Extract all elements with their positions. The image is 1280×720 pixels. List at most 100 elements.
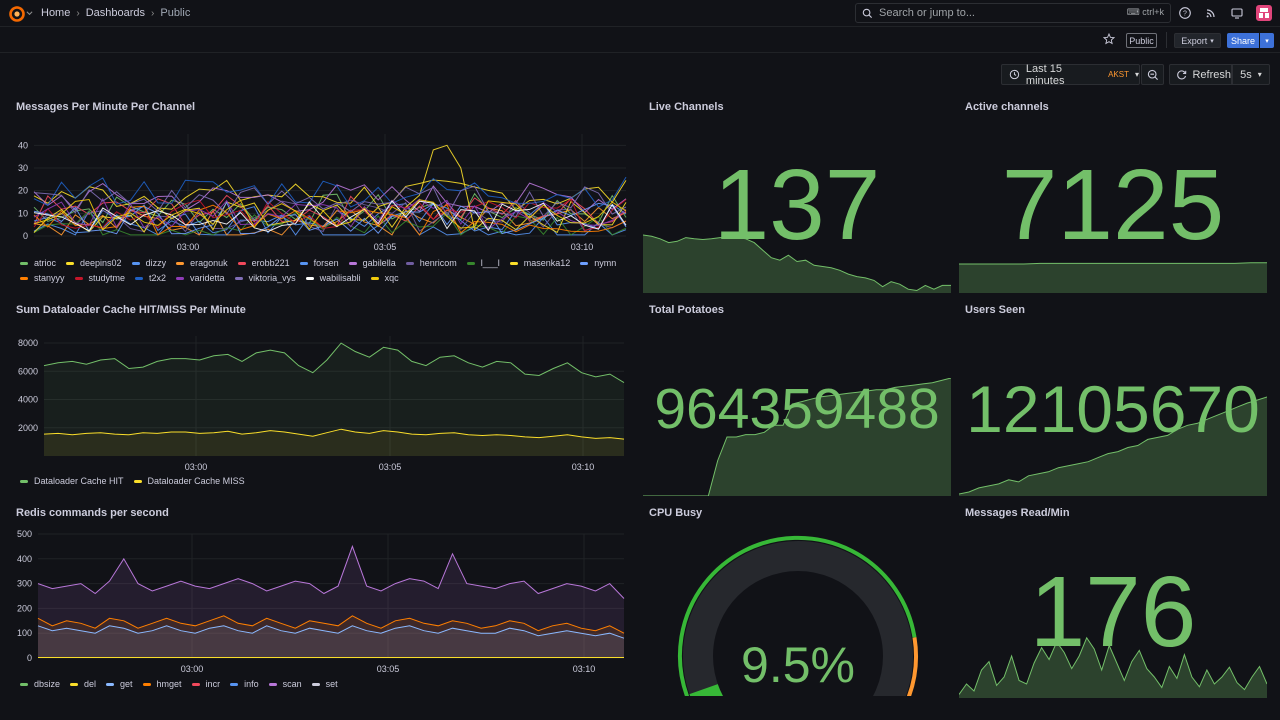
refresh-interval-picker[interactable]: 5s ▾ [1232, 64, 1270, 85]
legend-item[interactable]: set [311, 679, 338, 689]
y-tick-label: 20 [18, 186, 28, 196]
panel-title-live-channels[interactable]: Live Channels [649, 101, 724, 113]
legend-label: henricom [419, 258, 457, 268]
legend-item[interactable]: masenka12 [509, 258, 571, 268]
chevron-down-icon[interactable] [26, 10, 33, 17]
legend-item[interactable]: get [106, 679, 133, 689]
legend-swatch [66, 261, 75, 265]
help-icon[interactable]: ? [1178, 6, 1192, 20]
legend-item[interactable]: gabilella [348, 258, 396, 268]
share-button[interactable]: Share [1227, 33, 1259, 48]
series-line-eragonuk [33, 206, 627, 236]
legend-item[interactable]: wabilisabli [305, 273, 361, 283]
sparkline-line [959, 396, 1267, 495]
legend-swatch [176, 276, 185, 280]
legend-item[interactable]: incr [191, 679, 221, 689]
legend-item[interactable]: nymn [580, 258, 616, 268]
refresh-button[interactable]: Refresh [1169, 64, 1232, 85]
legend-swatch [106, 682, 115, 686]
active-channels-value: 7125 [1001, 149, 1225, 261]
timezone-badge: AKST [1108, 70, 1129, 79]
refresh-label: Refresh [1192, 68, 1231, 81]
legend-item[interactable]: atrioc [20, 258, 56, 268]
zoom-out-icon [1147, 69, 1158, 80]
legend-swatch [20, 276, 28, 280]
sparkline-area [959, 637, 1267, 698]
grafana-logo-icon[interactable] [8, 5, 26, 23]
legend-item[interactable]: dizzy [131, 258, 166, 268]
series-area-1 [44, 429, 624, 456]
panel-title-cpu-busy[interactable]: CPU Busy [649, 507, 703, 519]
legend-item[interactable]: forsen [299, 258, 339, 268]
panel-title-redis[interactable]: Redis commands per second [16, 507, 169, 519]
legend-swatch [142, 682, 151, 686]
series-line-xqc [33, 198, 627, 231]
share-options-button[interactable]: ▾ [1260, 33, 1274, 48]
avatar[interactable] [1256, 5, 1272, 21]
dataloader-legend: Dataloader Cache HIT Dataloader Cache MIS… [20, 476, 620, 486]
x-tick-label: 03:00 [177, 242, 200, 252]
rss-icon[interactable] [1204, 6, 1218, 20]
monitor-icon[interactable] [1230, 6, 1244, 20]
legend-item[interactable]: dbsize [20, 679, 60, 689]
legend-item[interactable]: varidetta [176, 273, 225, 283]
redis-area-chart[interactable]: 0 100 200 300 400 500 03:00 03:05 03:10 [10, 528, 630, 675]
legend-item[interactable]: scan [268, 679, 302, 689]
breadcrumb-dashboards[interactable]: Dashboards [85, 7, 146, 19]
panel-title-messages-read[interactable]: Messages Read/Min [965, 507, 1070, 519]
panel-title-messages[interactable]: Messages Per Minute Per Channel [16, 101, 196, 113]
legend-item[interactable]: info [230, 679, 259, 689]
legend-item[interactable]: hmget [142, 679, 182, 689]
legend-item[interactable]: eragonuk [176, 258, 228, 268]
series-line-deepins02 [33, 179, 627, 211]
panel-title-active-channels[interactable]: Active channels [965, 101, 1049, 113]
search-icon [862, 8, 873, 18]
messages-read-sparkline [959, 636, 1267, 698]
export-button[interactable]: Export ▾ [1174, 33, 1221, 48]
dataloader-area-chart[interactable]: 2000 4000 6000 8000 03:00 03:05 03:10 [10, 330, 630, 472]
legend-swatch [305, 276, 314, 280]
legend-label: incr [205, 679, 221, 689]
panel-title-dataloader[interactable]: Sum Dataloader Cache HIT/MISS Per Minute [16, 304, 246, 316]
legend-item[interactable]: t2x2 [135, 273, 166, 283]
legend-item[interactable]: studytme [74, 273, 125, 283]
y-tick-label: 0 [23, 231, 28, 241]
legend-item[interactable]: del [70, 679, 96, 689]
users-seen-value: 12105670 [966, 372, 1260, 446]
messages-line-chart[interactable]: 0 10 20 30 40 03:00 03:05 03:10 [10, 128, 630, 256]
refresh-interval-value: 5s [1240, 68, 1252, 81]
series-line-0 [43, 342, 625, 384]
search-input[interactable]: Search or jump to... ⌨ ctrl+k [855, 3, 1171, 23]
zoom-out-button[interactable] [1141, 64, 1164, 85]
star-icon[interactable] [1103, 33, 1115, 45]
chevron-down-icon: ▾ [1265, 37, 1269, 45]
series-area-0 [44, 343, 624, 456]
legend-item[interactable]: viktoria_vys [234, 273, 296, 283]
y-tick-label: 200 [17, 603, 32, 613]
panel-title-total-potatoes[interactable]: Total Potatoes [649, 304, 724, 316]
legend-item[interactable]: henricom [405, 258, 457, 268]
legend-label: masenka12 [523, 258, 571, 268]
divider [1166, 32, 1167, 48]
time-picker-button[interactable]: Last 15 minutes AKST ▾ [1001, 63, 1140, 87]
series-line-wabilisabli [33, 200, 627, 233]
legend-item[interactable]: Dataloader Cache HIT [20, 476, 124, 486]
breadcrumb-home[interactable]: Home [41, 7, 71, 19]
legend-item[interactable]: erobb221 [237, 258, 290, 268]
legend-item[interactable]: l___l [466, 258, 500, 268]
legend-item[interactable]: stanyyy [20, 273, 65, 283]
panel-title-users-seen[interactable]: Users Seen [965, 304, 1025, 316]
messages-legend: atrioc deepins02 dizzy eragonuk erobb221 fors… [20, 258, 620, 283]
y-tick-label: 300 [17, 579, 32, 589]
legend-item[interactable]: xqc [370, 273, 399, 283]
chevron-right-icon: › [151, 7, 155, 19]
legend-swatch [20, 479, 28, 483]
y-tick-label: 400 [17, 554, 32, 564]
y-tick-label: 40 [18, 140, 28, 150]
legend-item[interactable]: Dataloader Cache MISS [133, 476, 245, 486]
search-placeholder: Search or jump to... [879, 7, 975, 19]
refresh-icon [1177, 69, 1187, 79]
series-line-studytme [33, 198, 627, 231]
legend-item[interactable]: deepins02 [66, 258, 122, 268]
legend-swatch [237, 261, 246, 265]
